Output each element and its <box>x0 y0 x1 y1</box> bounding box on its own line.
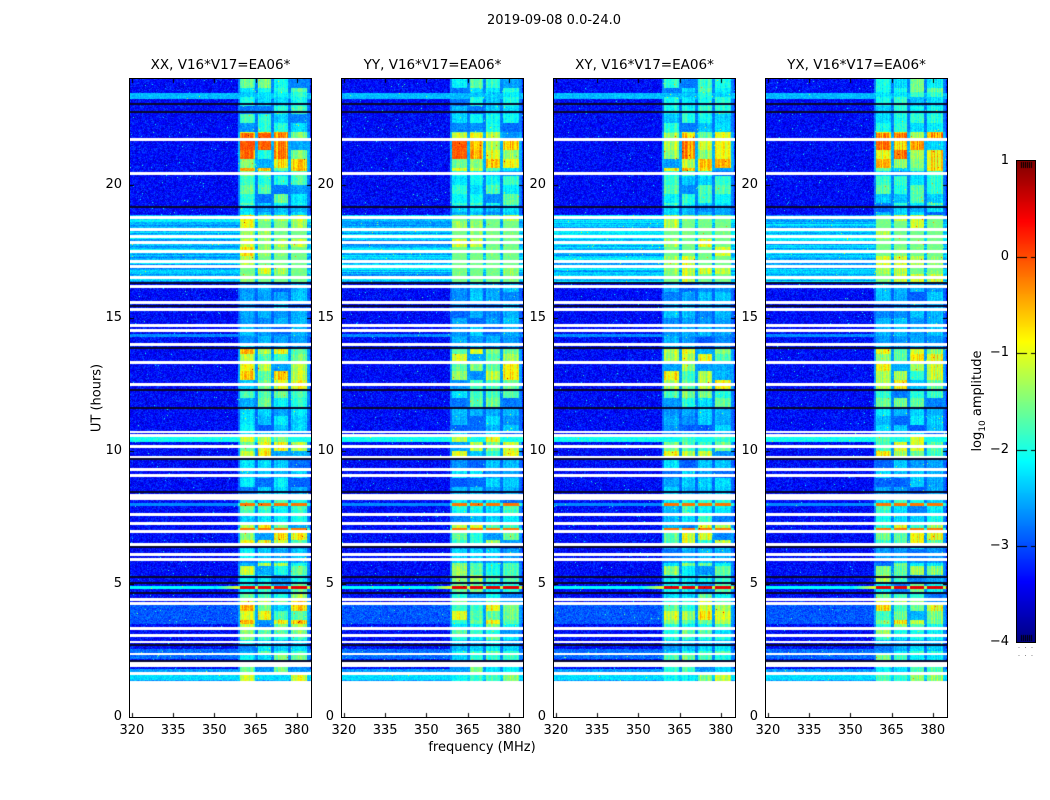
y-tick-label: 20 <box>317 177 334 193</box>
x-tick-label: 335 <box>796 723 822 738</box>
x-tick-label: 350 <box>625 723 651 738</box>
y-tick-label: 10 <box>529 443 546 459</box>
x-tick-label: 335 <box>160 723 186 738</box>
x-tick-label: 320 <box>331 723 357 738</box>
colorbar-gradient <box>1016 160 1036 643</box>
y-tick-label: 20 <box>529 177 546 193</box>
x-tick-label: 320 <box>543 723 569 738</box>
spectrogram-canvas <box>129 78 312 718</box>
spectrogram-panel-yy: YY, V16*V17=EA06* 20 15 10 5 0 320 335 350 365 380 <box>317 57 524 738</box>
x-tick-label: 335 <box>372 723 398 738</box>
x-tick-label: 335 <box>584 723 610 738</box>
colorbar-tick-label: −3 <box>989 537 1009 553</box>
y-tick-label: 20 <box>741 177 758 193</box>
x-tick-label: 350 <box>413 723 439 738</box>
panel-title: YY, V16*V17=EA06* <box>363 57 502 73</box>
y-tick-label: 0 <box>537 709 546 724</box>
y-tick-label: 20 <box>105 177 122 193</box>
y-tick-label: 5 <box>113 576 122 592</box>
x-tick-label: 380 <box>284 723 310 738</box>
figure-title: 2019-09-08 0.0-24.0 <box>487 13 621 28</box>
y-tick-label: 10 <box>317 443 334 459</box>
x-tick-label: 380 <box>708 723 734 738</box>
x-axis-label: frequency (MHz) <box>428 740 536 755</box>
x-tick-label: 365 <box>243 723 268 738</box>
x-tick-label: 320 <box>755 723 781 738</box>
colorbar: 1 0 −1 −2 −3 −4 <box>990 153 1036 649</box>
y-tick-label: 5 <box>325 576 334 592</box>
spectrogram-panel-xx: XX, V16*V17=EA06* 20 15 10 5 0 320 335 350 365 380 <box>105 57 312 738</box>
spectrogram-panel-xy: XY, V16*V17=EA06* 20 15 10 5 0 320 335 350 365 380 <box>529 57 736 738</box>
colorbar-tick-label: −4 <box>989 634 1009 649</box>
x-tick-label: 350 <box>837 723 863 738</box>
y-tick-label: 10 <box>741 443 758 459</box>
y-tick-label: 15 <box>105 310 122 326</box>
x-tick-label: 365 <box>879 723 904 738</box>
colorbar-tick-label: 1 <box>1000 153 1009 168</box>
x-tick-label: 365 <box>455 723 480 738</box>
colorbar-label: log10 amplitude <box>970 350 988 452</box>
x-tick-label: 380 <box>920 723 946 738</box>
colorbar-tick-label: −1 <box>989 345 1009 361</box>
colorbar-minor-dots: · · · · · · <box>1017 644 1035 660</box>
y-tick-label: 15 <box>529 310 546 326</box>
y-tick-label: 0 <box>325 709 334 724</box>
panel-title: XY, V16*V17=EA06* <box>575 57 714 73</box>
spectrogram-panel-yx: YX, V16*V17=EA06* 20 15 10 5 0 320 335 350 365 380 <box>741 57 948 738</box>
spectrogram-canvas <box>341 78 524 718</box>
y-axis-label: UT (hours) <box>89 363 105 433</box>
y-tick-label: 0 <box>749 709 758 724</box>
x-tick-label: 380 <box>496 723 522 738</box>
spectrogram-canvas <box>765 78 948 718</box>
y-tick-label: 10 <box>105 443 122 459</box>
colorbar-tick-label: 0 <box>1000 249 1009 265</box>
y-tick-label: 15 <box>741 310 758 326</box>
x-tick-label: 350 <box>201 723 227 738</box>
colorbar-tick-label: −2 <box>989 441 1009 457</box>
panel-title: YX, V16*V17=EA06* <box>787 57 926 73</box>
x-tick-label: 365 <box>667 723 692 738</box>
panel-title: XX, V16*V17=EA06* <box>150 57 291 73</box>
y-tick-label: 0 <box>113 709 122 724</box>
y-tick-label: 5 <box>749 576 758 592</box>
spectrogram-canvas <box>553 78 736 718</box>
y-tick-label: 15 <box>317 310 334 326</box>
y-tick-label: 5 <box>537 576 546 592</box>
x-tick-label: 320 <box>119 723 145 738</box>
